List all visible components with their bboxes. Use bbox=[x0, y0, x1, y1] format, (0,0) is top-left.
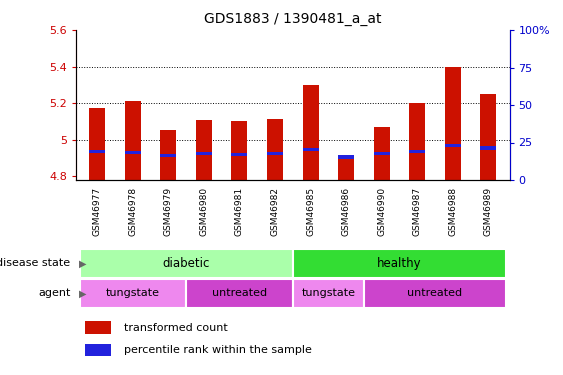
Text: GSM46985: GSM46985 bbox=[306, 187, 315, 236]
Text: ▶: ▶ bbox=[79, 258, 86, 268]
Text: GSM46987: GSM46987 bbox=[413, 187, 422, 236]
Bar bbox=[84, 344, 111, 356]
Bar bbox=[374, 152, 390, 155]
Text: GSM46982: GSM46982 bbox=[270, 187, 279, 236]
Bar bbox=[186, 279, 293, 308]
Text: diabetic: diabetic bbox=[163, 257, 210, 270]
Text: percentile rank within the sample: percentile rank within the sample bbox=[124, 345, 311, 355]
Bar bbox=[374, 127, 390, 180]
Text: GSM46990: GSM46990 bbox=[377, 187, 386, 236]
Text: GSM46977: GSM46977 bbox=[93, 187, 102, 236]
Text: disease state: disease state bbox=[0, 258, 70, 268]
Bar bbox=[409, 150, 425, 153]
Text: GSM46981: GSM46981 bbox=[235, 187, 244, 236]
Text: GSM46986: GSM46986 bbox=[342, 187, 351, 236]
Text: tungstate: tungstate bbox=[301, 288, 355, 298]
Bar bbox=[231, 122, 248, 180]
Bar bbox=[125, 151, 141, 154]
Bar bbox=[90, 108, 105, 180]
Title: GDS1883 / 1390481_a_at: GDS1883 / 1390481_a_at bbox=[204, 12, 382, 26]
Bar bbox=[160, 130, 176, 180]
Bar bbox=[267, 119, 283, 180]
Bar bbox=[302, 148, 319, 152]
Text: GSM46989: GSM46989 bbox=[484, 187, 493, 236]
Bar bbox=[445, 144, 461, 147]
Text: transformed count: transformed count bbox=[124, 322, 227, 333]
Bar bbox=[445, 67, 461, 180]
Text: GSM46988: GSM46988 bbox=[448, 187, 457, 236]
Text: healthy: healthy bbox=[377, 257, 422, 270]
Text: GSM46979: GSM46979 bbox=[164, 187, 173, 236]
Text: GSM46980: GSM46980 bbox=[199, 187, 208, 236]
Bar bbox=[231, 153, 248, 156]
Bar bbox=[409, 103, 425, 180]
Bar bbox=[84, 321, 111, 334]
Text: GSM46978: GSM46978 bbox=[128, 187, 137, 236]
Text: untreated: untreated bbox=[212, 288, 267, 298]
Bar bbox=[160, 154, 176, 157]
Text: agent: agent bbox=[38, 288, 70, 298]
Bar bbox=[196, 152, 212, 155]
Bar bbox=[338, 156, 354, 159]
Bar bbox=[90, 150, 105, 153]
Text: ▶: ▶ bbox=[79, 288, 86, 298]
Text: untreated: untreated bbox=[408, 288, 462, 298]
Bar bbox=[338, 158, 354, 180]
Bar bbox=[79, 249, 293, 278]
Bar bbox=[293, 249, 506, 278]
Bar bbox=[125, 101, 141, 180]
Bar bbox=[267, 152, 283, 155]
Bar bbox=[302, 85, 319, 180]
Text: tungstate: tungstate bbox=[106, 288, 160, 298]
Bar bbox=[480, 146, 496, 150]
Bar bbox=[79, 279, 186, 308]
Bar bbox=[293, 279, 364, 308]
Bar bbox=[364, 279, 506, 308]
Bar bbox=[196, 120, 212, 180]
Bar bbox=[480, 94, 496, 180]
